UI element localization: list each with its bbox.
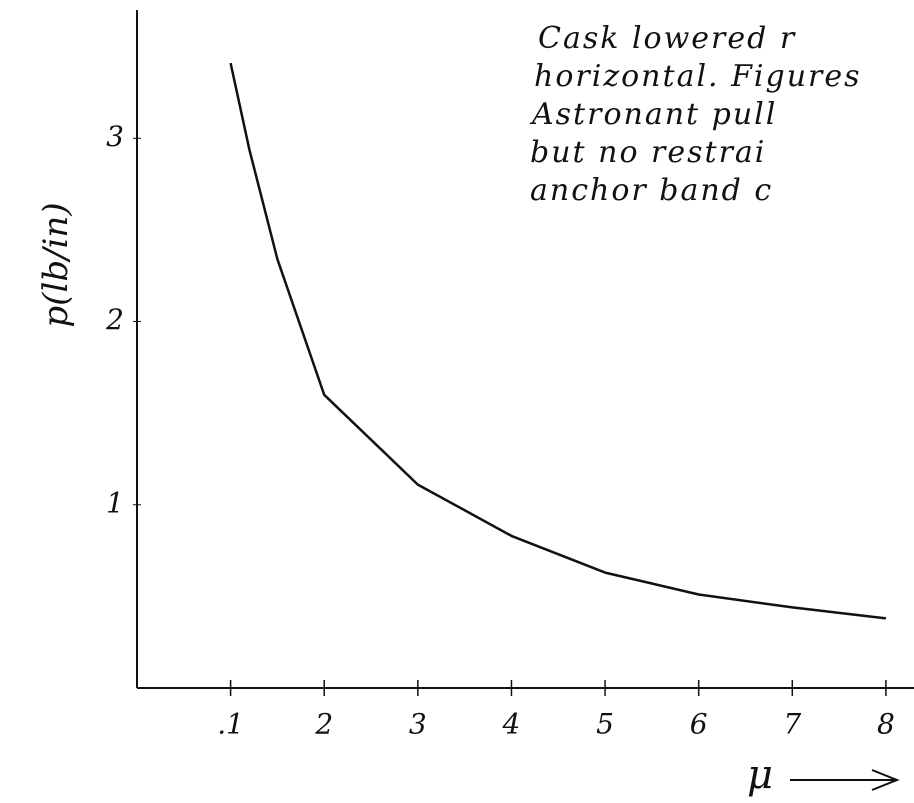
- x-tick-label: 4: [502, 708, 521, 741]
- y-tick-label: 2: [105, 303, 124, 336]
- annotation: anchor band c: [530, 173, 773, 208]
- annotation: but no restrai: [530, 135, 766, 170]
- x-tick-label: 2: [314, 708, 333, 741]
- x-tick-label: .1: [217, 708, 244, 741]
- y-axis-label: p(lb/in): [36, 202, 76, 327]
- y-tick-label: 3: [106, 120, 124, 153]
- y-tick-label: 1: [106, 486, 124, 519]
- x-tick-label: 3: [409, 708, 427, 741]
- x-tick-label: 7: [783, 708, 801, 741]
- x-axis-label: μ: [747, 752, 773, 798]
- x-tick-label: 6: [690, 708, 708, 741]
- x-arrow: [790, 769, 900, 791]
- annotation: Astronant pull: [529, 97, 777, 132]
- annotation: horizontal. Figures: [534, 59, 862, 94]
- annotation: Cask lowered r: [538, 21, 796, 56]
- curve: [229, 62, 887, 620]
- x-tick-label: 8: [877, 708, 895, 741]
- x-tick-label: 5: [596, 708, 614, 741]
